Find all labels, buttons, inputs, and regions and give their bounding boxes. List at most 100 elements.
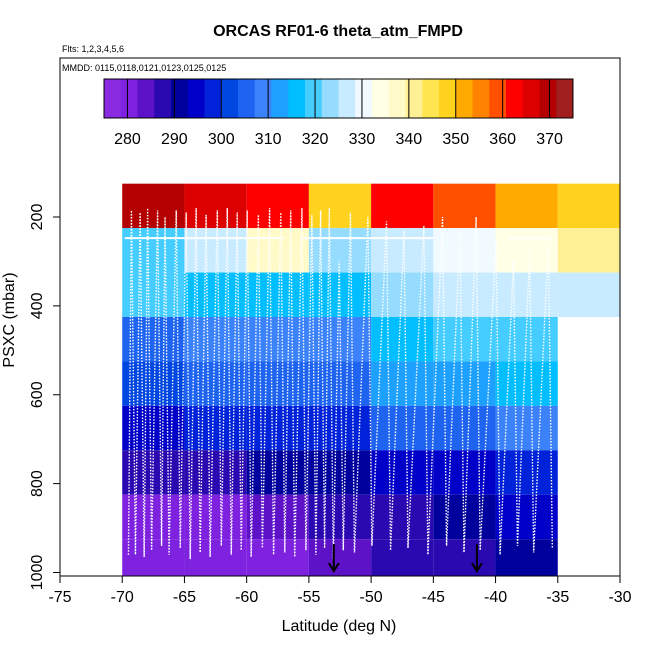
- heatmap-cell: [122, 539, 185, 576]
- colorbar-swatch: [372, 79, 390, 118]
- colorbar-swatch: [539, 79, 557, 118]
- marker-layer: [327, 544, 483, 573]
- colorbar-swatch: [556, 79, 574, 118]
- heatmap-cell: [495, 494, 558, 540]
- heatmap-cell: [433, 183, 496, 229]
- colorbar-tick-label: 330: [349, 131, 376, 148]
- colorbar-frame: [103, 78, 574, 119]
- colorbar-swatch: [288, 79, 306, 118]
- colorbar-swatch: [238, 79, 256, 118]
- x-tick-label: -55: [297, 589, 320, 606]
- colorbar-swatch: [355, 79, 373, 118]
- colorbar-tick-label: 360: [489, 131, 516, 148]
- colorbar-swatch: [154, 79, 172, 118]
- heatmap-cell: [122, 183, 185, 229]
- colorbar-swatch: [439, 79, 457, 118]
- heatmap-cell: [371, 494, 434, 540]
- y-axis-label: PSXC (mbar): [1, 272, 18, 367]
- x-tick-label: -60: [235, 589, 258, 606]
- heatmap-cell: [308, 405, 372, 451]
- colorbar-swatch: [422, 79, 440, 118]
- heatmap-cell: [308, 361, 372, 406]
- colorbar-swatch: [305, 79, 323, 118]
- heatmap-cell: [122, 361, 185, 406]
- heatmap-cell: [122, 494, 185, 540]
- colorbar-tick-label: 320: [302, 131, 329, 148]
- heatmap-cell: [495, 405, 558, 451]
- colorbar-swatch: [321, 79, 339, 118]
- heatmap-cell: [433, 494, 496, 540]
- heatmap-cell: [557, 183, 620, 229]
- y-tick-label: 800: [29, 470, 46, 497]
- heatmap-cell: [308, 228, 372, 273]
- colorbar-swatch: [506, 79, 524, 118]
- x-tick-label: -65: [173, 589, 196, 606]
- heatmap-cell: [495, 539, 558, 576]
- colorbar-swatch: [472, 79, 490, 118]
- heatmap-cell: [246, 228, 309, 273]
- heatmap-cell: [495, 450, 558, 495]
- flight-profile-path: [127, 208, 554, 560]
- colorbar-swatch: [522, 79, 540, 118]
- x-tick-label: -50: [360, 589, 383, 606]
- colorbar-swatch: [104, 79, 122, 118]
- colorbar-swatch: [271, 79, 289, 118]
- x-tick-label: -30: [608, 589, 631, 606]
- colorbar: 280 290 300 310 320 330 340 350 360 370: [103, 78, 574, 148]
- x-tick-label: -75: [48, 589, 71, 606]
- flights-subtitle: Flts: 1,2,3,4,5,6: [62, 44, 124, 54]
- colorbar-tick-label: 350: [442, 131, 469, 148]
- plot-frame: [59, 57, 621, 577]
- heatmap-cell: [557, 272, 620, 317]
- heatmap-cell: [122, 405, 185, 451]
- colorbar-swatch: [388, 79, 406, 118]
- heatmap-cell: [371, 228, 434, 273]
- heatmap-cell: [433, 450, 496, 495]
- heatmap-cell: [184, 450, 247, 495]
- x-tick-label: -70: [111, 589, 134, 606]
- colorbar-swatch: [137, 79, 155, 118]
- colorbar-tick-label: 370: [536, 131, 563, 148]
- colorbar-swatch: [254, 79, 272, 118]
- flight-track: [124, 208, 554, 560]
- x-axis-label: Latitude (deg N): [282, 618, 397, 635]
- colorbar-swatch: [338, 79, 356, 118]
- heatmap-cell: [246, 405, 309, 451]
- chart-title: ORCAS RF01-6 theta_atm_FMPD: [213, 23, 463, 40]
- heatmap-cell: [246, 539, 309, 576]
- dates-subtitle: MMDD: 0115,0118,0121,0123,0125,0125: [62, 63, 226, 73]
- heatmap-cell: [246, 450, 309, 495]
- colorbar-tick-label: 280: [114, 131, 141, 148]
- heatmap-cell: [371, 316, 434, 362]
- heatmap-cell: [308, 494, 372, 540]
- heatmap-cell: [495, 183, 558, 229]
- heatmap-cell: [308, 450, 372, 495]
- colorbar-tick-label: 300: [208, 131, 235, 148]
- heatmap-cell: [246, 494, 309, 540]
- heatmap-cell: [371, 539, 434, 576]
- colorbar-swatch: [489, 79, 507, 118]
- heatmap-cell: [246, 183, 309, 229]
- heatmap-cell: [184, 183, 247, 229]
- colorbar-swatch: [455, 79, 473, 118]
- y-tick-label: 200: [29, 204, 46, 231]
- heatmap-cell: [371, 405, 434, 451]
- heatmap-cell: [308, 183, 372, 229]
- heatmap-cell: [371, 361, 434, 406]
- x-tick-label: -40: [484, 589, 507, 606]
- colorbar-swatch: [221, 79, 239, 118]
- heatmap-cell: [433, 316, 496, 362]
- heatmap-cell: [371, 450, 434, 495]
- y-tick-label: 600: [29, 381, 46, 408]
- colorbar-swatch: [204, 79, 222, 118]
- colorbar-swatch: [171, 79, 189, 118]
- colorbar-tick-label: 310: [255, 131, 282, 148]
- x-tick-label: -45: [422, 589, 445, 606]
- arrow-marker: [327, 544, 340, 573]
- colorbar-swatch: [187, 79, 205, 118]
- heatmap-cell: [184, 539, 247, 576]
- heatmap-cell: [371, 183, 434, 229]
- colorbar-swatch: [405, 79, 423, 118]
- x-tick-label: -35: [546, 589, 569, 606]
